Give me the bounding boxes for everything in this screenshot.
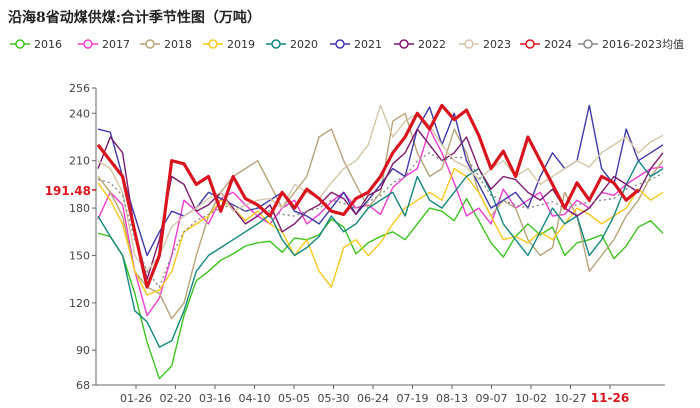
series-line-2016 xyxy=(97,197,664,380)
legend-item-2024[interactable]: 2024 xyxy=(520,34,572,54)
legend-label: 2016-2023均值 xyxy=(602,38,684,51)
chart-title: 沿海8省动煤供煤:合计季节性图（万吨） xyxy=(8,10,261,26)
y-tick-label: 180 xyxy=(69,202,90,215)
legend-label: 2016 xyxy=(34,37,62,51)
legend-item-2017[interactable]: 2017 xyxy=(78,34,130,54)
y-tick-label: 90 xyxy=(76,344,90,357)
series-line-2016-2023 xyxy=(97,152,664,288)
series-line-2024 xyxy=(96,103,640,289)
legend-label: 2024 xyxy=(544,37,572,51)
y-tick-label: 150 xyxy=(69,249,90,262)
legend-item-2016[interactable]: 2016 xyxy=(10,34,62,54)
legend-label: 2017 xyxy=(102,37,130,51)
legend-label: 2021 xyxy=(354,37,382,51)
legend-marker-icon xyxy=(203,39,223,49)
legend-label: 2018 xyxy=(164,37,192,51)
legend-marker-icon xyxy=(266,39,286,49)
x-tick-label: 10-02 xyxy=(515,392,547,405)
legend-item-2019[interactable]: 2019 xyxy=(203,34,255,54)
x-tick-label: 08-13 xyxy=(436,392,468,405)
x-tick-label: 09-07 xyxy=(476,392,508,405)
legend-item-2018[interactable]: 2018 xyxy=(140,34,192,54)
x-tick-label: 03-16 xyxy=(199,392,231,405)
y-tick-label: 120 xyxy=(69,297,90,310)
legend-label: 2023 xyxy=(483,37,511,51)
legend-marker-icon xyxy=(578,39,598,49)
y-tick-label: 256 xyxy=(69,82,90,95)
y-tick-label: 240 xyxy=(69,107,90,120)
x-tick-label: 11-26 xyxy=(591,391,629,405)
legend-item-2022[interactable]: 2022 xyxy=(394,34,446,54)
y-tick-label: 210 xyxy=(69,155,90,168)
series-line-2022 xyxy=(97,128,664,280)
legend: 2016 2017 2018 2019 2020 2021 2022 2023 2024 2016… xyxy=(10,34,700,56)
legend-label: 2022 xyxy=(418,37,446,51)
legend-item-2023[interactable]: 2023 xyxy=(459,34,511,54)
legend-marker-icon xyxy=(459,39,479,49)
series-line-2019 xyxy=(97,167,664,296)
legend-marker-icon xyxy=(78,39,98,49)
x-tick-label: 05-05 xyxy=(278,392,310,405)
legend-item-2016-2023[interactable]: 2016-2023均值 xyxy=(578,34,684,54)
legend-item-2021[interactable]: 2021 xyxy=(330,34,382,54)
legend-item-2020[interactable]: 2020 xyxy=(266,34,318,54)
series-line-2017 xyxy=(97,128,664,317)
legend-marker-icon xyxy=(330,39,350,49)
x-tick-label: 01-26 xyxy=(120,392,152,405)
series-line-2023 xyxy=(97,104,664,272)
legend-label: 2019 xyxy=(227,37,255,51)
legend-marker-icon xyxy=(394,39,414,49)
x-tick-label: 04-10 xyxy=(239,392,271,405)
x-tick-label: 05-30 xyxy=(318,392,350,405)
x-tick-label: 10-27 xyxy=(555,392,587,405)
current-value-label: 191.48 xyxy=(45,184,91,198)
legend-marker-icon xyxy=(520,39,540,49)
x-tick-label: 07-19 xyxy=(397,392,429,405)
legend-marker-icon xyxy=(10,39,30,49)
series-line-2020 xyxy=(97,159,664,348)
legend-marker-icon xyxy=(140,39,160,49)
x-tick-label: 06-24 xyxy=(357,392,389,405)
y-tick-label: 68 xyxy=(76,379,90,392)
legend-label: 2020 xyxy=(290,37,318,51)
series-line-2021 xyxy=(97,104,664,257)
x-tick-label: 02-20 xyxy=(160,392,192,405)
